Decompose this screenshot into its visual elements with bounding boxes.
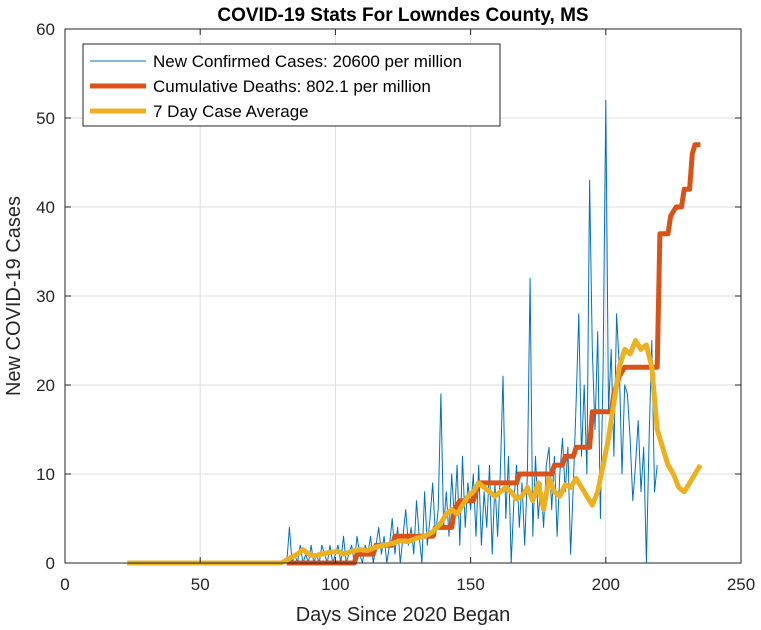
x-tick-label: 50 <box>191 575 210 594</box>
series-layer <box>127 99 703 566</box>
y-tick-label: 20 <box>36 376 55 395</box>
series-7-day-average-line <box>127 338 703 566</box>
y-tick-label: 10 <box>36 465 55 484</box>
x-axis-label: Days Since 2020 Began <box>296 604 511 626</box>
series-cumulative-deaths-line <box>286 142 701 566</box>
y-tick-label: 60 <box>36 20 55 39</box>
x-tick-label: 0 <box>60 575 69 594</box>
x-tick-label: 100 <box>321 575 349 594</box>
y-tick-label: 30 <box>36 287 55 306</box>
x-tick-label: 200 <box>592 575 620 594</box>
y-axis-label: New COVID-19 Cases <box>3 196 25 396</box>
legend-box <box>82 43 501 127</box>
chart-title: COVID-19 Stats For Lowndes County, MS <box>217 5 588 26</box>
legend-entry-label: New Confirmed Cases: 20600 per million <box>153 52 462 71</box>
x-tick-label: 250 <box>727 575 755 594</box>
y-tick-label: 50 <box>36 109 55 128</box>
legend-entry-label: Cumulative Deaths: 802.1 per million <box>153 77 431 96</box>
y-tick-label: 40 <box>36 198 55 217</box>
y-tick-label: 0 <box>46 554 55 573</box>
legend: New Confirmed Cases: 20600 per million Cu… <box>82 43 501 127</box>
legend-entry-label: 7 Day Case Average <box>153 102 309 121</box>
x-tick-label: 150 <box>456 575 484 594</box>
ticks: 0 50 100 150 200 250 0 10 20 30 40 50 60 <box>36 20 755 594</box>
